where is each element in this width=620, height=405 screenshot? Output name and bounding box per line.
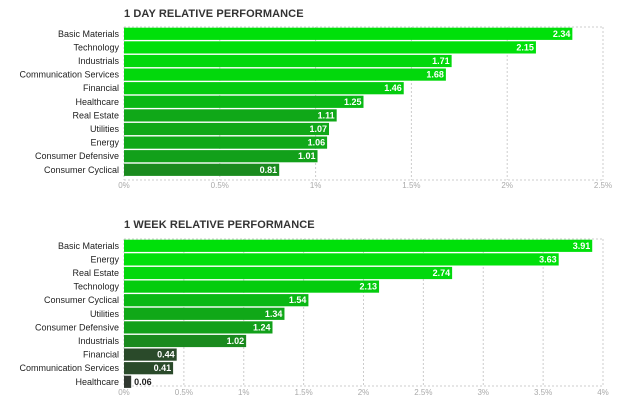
bar[interactable]: [124, 266, 453, 280]
category-label: Consumer Cyclical: [44, 165, 119, 175]
value-label: 0.44: [157, 350, 175, 360]
category-label: Industrials: [78, 56, 120, 66]
value-label: 1.71: [432, 56, 450, 66]
category-label: Industrials: [78, 336, 120, 346]
tick-label: 4%: [597, 388, 609, 397]
value-label: 1.25: [344, 97, 362, 107]
bar[interactable]: [124, 122, 330, 136]
tick-label: 2.5%: [414, 388, 432, 397]
value-label: 1.34: [265, 309, 283, 319]
bar[interactable]: [124, 294, 309, 307]
value-label: 0.06: [134, 377, 152, 387]
day-performance-chart: 0% 0.5% 1% 1.5% 2% 2.5% Basic Materials 2.34 Tec…: [19, 26, 612, 190]
bar[interactable]: [124, 280, 380, 293]
value-label: 0.81: [260, 165, 278, 175]
category-label: Technology: [73, 282, 119, 292]
value-label: 1.68: [426, 70, 444, 80]
value-label: 2.74: [433, 268, 451, 278]
tick-label: 1%: [310, 181, 322, 190]
tick-label: 3.5%: [534, 388, 552, 397]
week-performance-panel: 1 WEEK RELATIVE PERFORMANCE 0% 0.5% 1% 1.5%…: [0, 210, 620, 405]
value-label: 1.24: [253, 322, 271, 332]
tick-label: 0.5%: [175, 388, 193, 397]
category-label: Consumer Defensive: [35, 322, 119, 332]
value-label: 1.54: [289, 295, 307, 305]
chart-title: 1 WEEK RELATIVE PERFORMANCE: [124, 219, 315, 231]
value-label: 1.06: [308, 138, 326, 148]
value-label: 0.41: [154, 363, 172, 373]
bar[interactable]: [124, 27, 573, 40]
value-label: 3.91: [573, 241, 591, 251]
bar[interactable]: [124, 307, 285, 320]
value-label: 2.13: [360, 282, 378, 292]
category-label: Technology: [73, 42, 119, 52]
bar[interactable]: [124, 321, 273, 334]
category-label: Financial: [83, 83, 119, 93]
bar[interactable]: [124, 95, 364, 108]
category-label: Healthcare: [75, 377, 119, 387]
bar[interactable]: [124, 41, 536, 54]
category-label: Consumer Defensive: [35, 151, 119, 161]
category-label: Utilities: [90, 309, 120, 319]
bar[interactable]: [124, 82, 404, 95]
value-label: 2.34: [553, 29, 571, 39]
chart-title: 1 DAY RELATIVE PERFORMANCE: [124, 8, 304, 20]
bar[interactable]: [124, 68, 446, 81]
tick-label: 0%: [118, 181, 130, 190]
bar[interactable]: [124, 375, 132, 388]
tick-label: 2.5%: [594, 181, 612, 190]
tick-label: 2%: [501, 181, 513, 190]
tick-label: 1.5%: [402, 181, 420, 190]
tick-label: 0%: [118, 388, 130, 397]
tick-label: 2%: [358, 388, 370, 397]
bar[interactable]: [124, 109, 337, 122]
category-label: Financial: [83, 350, 119, 360]
bar[interactable]: [124, 362, 174, 375]
tick-label: 3%: [477, 388, 489, 397]
category-label: Basic Materials: [58, 241, 120, 251]
value-label: 1.02: [227, 336, 245, 346]
tick-label: 1%: [238, 388, 250, 397]
category-label: Real Estate: [72, 268, 119, 278]
category-label: Utilities: [90, 124, 120, 134]
value-label: 1.11: [318, 110, 335, 120]
category-label: Real Estate: [72, 110, 119, 120]
bar[interactable]: [124, 348, 177, 361]
category-label: Basic Materials: [58, 29, 120, 39]
bar[interactable]: [124, 334, 247, 348]
value-label: 1.07: [309, 124, 327, 134]
tick-label: 0.5%: [211, 181, 229, 190]
bar[interactable]: [124, 150, 318, 163]
category-label: Energy: [90, 254, 119, 264]
bar[interactable]: [124, 163, 280, 176]
value-label: 1.46: [384, 83, 402, 93]
category-label: Healthcare: [75, 97, 119, 107]
category-label: Communication Services: [19, 70, 119, 80]
day-performance-panel: 1 DAY RELATIVE PERFORMANCE 0% 0.5% 1% 1.5% 2…: [0, 0, 620, 200]
bar[interactable]: [124, 54, 452, 68]
bar[interactable]: [124, 136, 328, 149]
category-label: Communication Services: [19, 363, 119, 373]
value-label: 2.15: [516, 42, 534, 52]
category-label: Energy: [90, 138, 119, 148]
category-label: Consumer Cyclical: [44, 295, 119, 305]
value-label: 1.01: [298, 151, 316, 161]
tick-label: 1.5%: [295, 388, 313, 397]
value-label: 3.63: [539, 254, 557, 264]
bar[interactable]: [124, 253, 559, 266]
bar[interactable]: [124, 239, 593, 252]
week-performance-chart: 0% 0.5% 1% 1.5% 2% 2.5% 3% 3.5% 4% Basic Material…: [19, 238, 609, 397]
